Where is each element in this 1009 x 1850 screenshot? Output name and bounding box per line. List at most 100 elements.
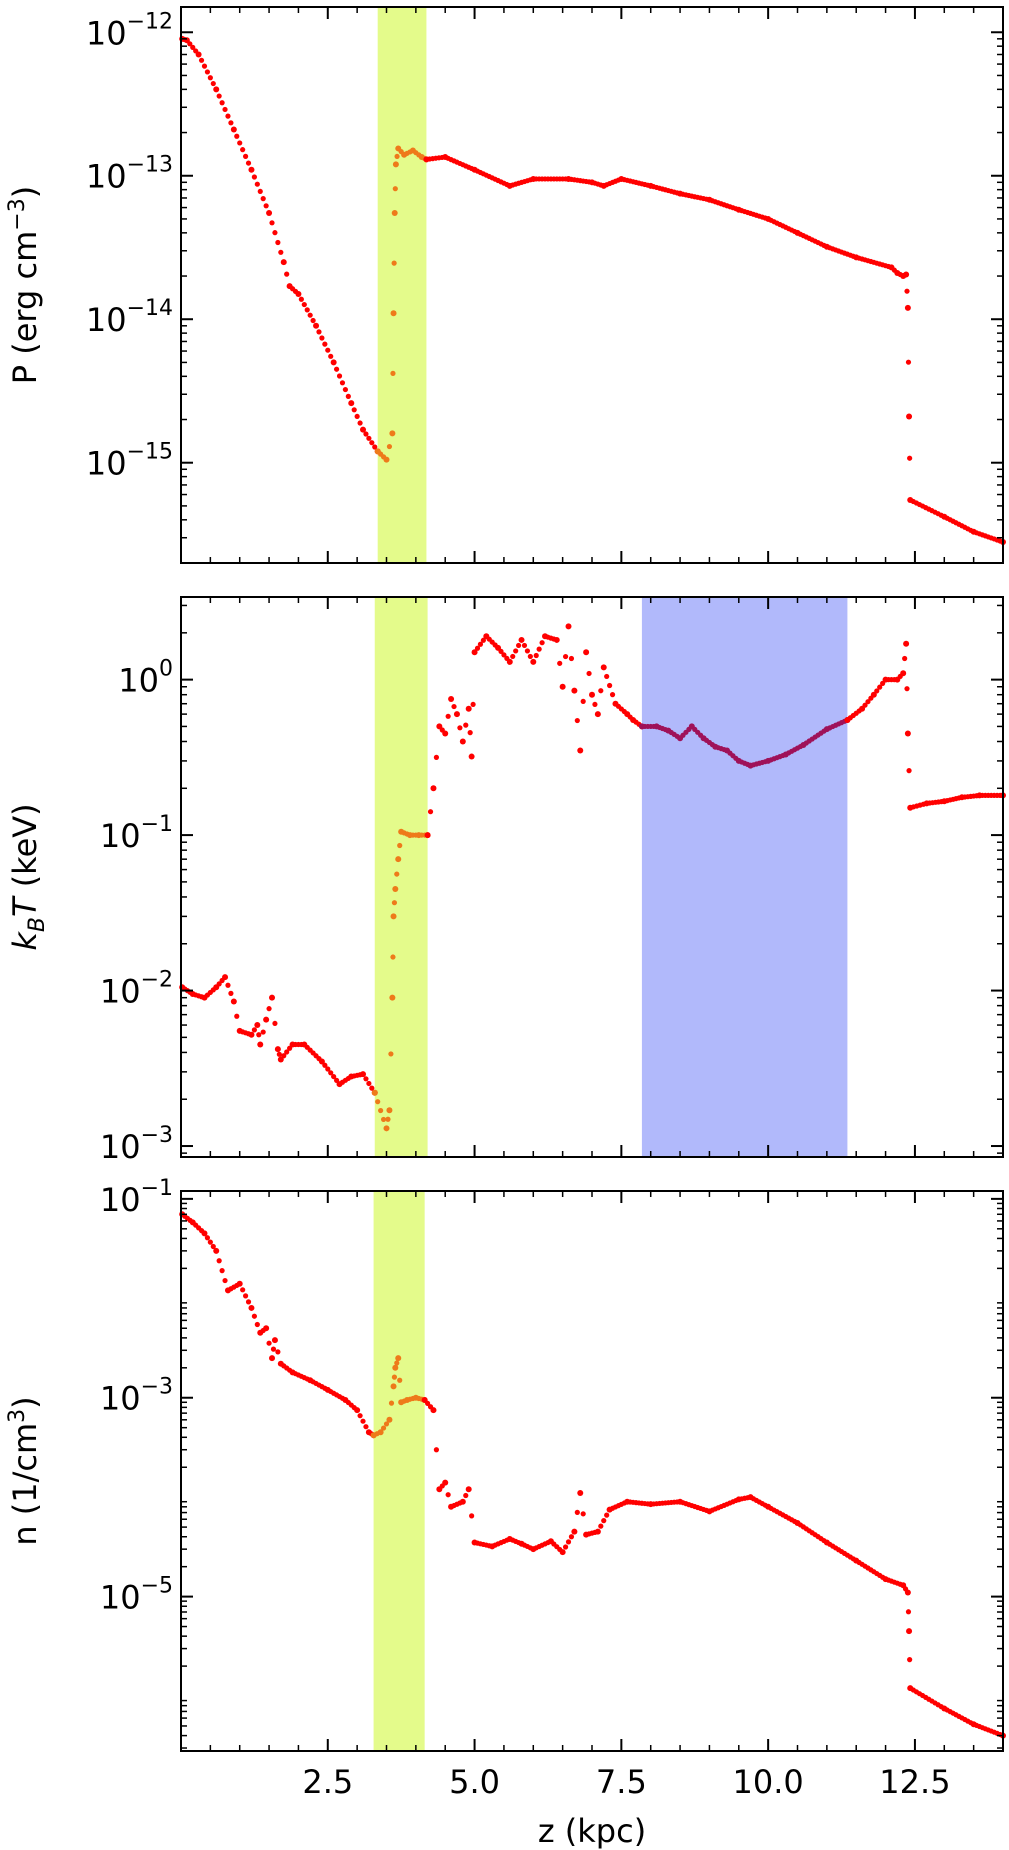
data-point (559, 683, 566, 690)
data-point (228, 990, 234, 997)
data-point (260, 1029, 266, 1035)
data-point (328, 1070, 334, 1076)
data-point (527, 653, 533, 660)
data-point (568, 1534, 575, 1540)
data-point (389, 994, 396, 1001)
data-point (301, 301, 307, 308)
data-point (442, 730, 449, 737)
pressure-series (179, 35, 1006, 546)
data-point (600, 664, 607, 671)
temperature-series (179, 623, 1006, 1132)
data-point (394, 871, 400, 877)
data-point (907, 455, 913, 461)
data-point (219, 1268, 225, 1274)
data-point (275, 239, 281, 246)
data-point (275, 1349, 281, 1355)
pressure-y-tick-labels: 10−12 10−13 10−14 10−15 (86, 9, 173, 482)
data-point (245, 160, 252, 166)
temperature-series-4 (844, 640, 1006, 811)
data-point (465, 1486, 472, 1493)
density-y-tick-labels: 10−1 10−3 10−5 (100, 1176, 173, 1617)
data-point (903, 640, 910, 647)
data-point (266, 1006, 272, 1012)
data-point (448, 696, 455, 703)
data-point (254, 181, 260, 187)
data-point (372, 444, 378, 450)
data-point (601, 1518, 607, 1524)
data-point (225, 982, 231, 988)
data-point (230, 998, 237, 1005)
data-point (394, 1360, 400, 1366)
data-point (210, 1243, 216, 1250)
data-point (395, 856, 402, 863)
data-point (274, 1046, 281, 1053)
data-point (201, 63, 208, 69)
data-point (204, 69, 211, 75)
data-point (424, 832, 431, 839)
data-point (351, 407, 357, 413)
data-point (539, 640, 545, 646)
x-tick-label: 2.5 (302, 1763, 353, 1801)
data-point (521, 642, 528, 649)
data-point (430, 1407, 437, 1414)
data-point (342, 386, 348, 393)
data-point (392, 186, 398, 192)
data-point (383, 1421, 390, 1427)
data-point (357, 1413, 363, 1419)
x-tick-label: 10.0 (733, 1763, 804, 1801)
data-point (571, 1528, 578, 1535)
y-tick-label: 10−12 (86, 9, 173, 52)
data-point (363, 1076, 369, 1082)
temperature-series-3 (638, 716, 851, 769)
data-point (277, 1056, 284, 1063)
data-point (325, 1066, 331, 1072)
temperature-y-tick-labels: 100 10−1 10−2 10−3 (100, 657, 173, 1166)
data-point (562, 1544, 569, 1550)
data-point (510, 653, 516, 660)
data-point (469, 1513, 475, 1519)
data-point (322, 1062, 328, 1068)
data-point (568, 655, 575, 662)
data-point (256, 1032, 262, 1038)
data-point (391, 260, 397, 266)
y-tick-label: 10−1 (100, 1176, 173, 1219)
data-point (425, 1400, 431, 1406)
x-tick-label: 7.5 (596, 1763, 647, 1801)
data-point (366, 1080, 372, 1087)
temperature-bands (374, 597, 848, 1157)
density-plot-frame (180, 1190, 1004, 1752)
data-point (598, 688, 604, 694)
data-point (907, 1657, 913, 1663)
data-point (557, 660, 563, 666)
data-point (388, 1400, 395, 1406)
data-point (397, 1377, 403, 1383)
data-point (251, 174, 257, 180)
data-point (565, 623, 572, 630)
data-point (251, 1313, 257, 1319)
data-point (304, 307, 310, 313)
data-point (354, 1407, 361, 1414)
pressure-series-0 (179, 35, 381, 455)
data-point (204, 1235, 211, 1241)
temperature-shaded-band-0 (374, 597, 428, 1157)
data-point (307, 312, 313, 318)
data-point (298, 296, 304, 302)
data-point (536, 646, 542, 652)
data-point (516, 642, 522, 649)
data-point (465, 705, 472, 712)
data-point (904, 1589, 911, 1596)
temperature-y-axis-label: kBT (keV) (6, 803, 50, 950)
data-point (574, 1509, 580, 1515)
data-point (598, 1523, 604, 1529)
data-point (213, 1247, 220, 1254)
data-point (386, 1416, 393, 1423)
data-point (316, 329, 322, 335)
data-point (242, 1293, 249, 1299)
data-point (251, 1027, 257, 1033)
data-point (565, 1539, 572, 1545)
data-point (501, 652, 507, 658)
data-point (433, 754, 440, 760)
data-point (360, 426, 367, 433)
data-point (474, 645, 481, 651)
data-point (385, 1116, 391, 1122)
